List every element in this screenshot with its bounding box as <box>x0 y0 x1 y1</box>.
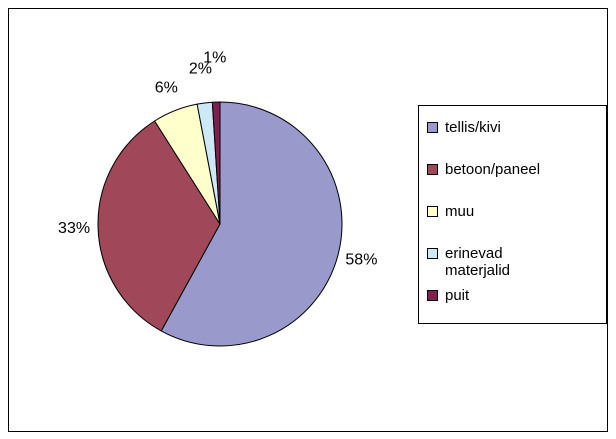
legend-swatch <box>427 248 438 259</box>
data-label: 58% <box>345 252 377 269</box>
data-label: 6% <box>155 79 178 96</box>
legend-label: puit <box>445 287 470 304</box>
legend-label: betoon/paneel <box>445 161 540 178</box>
data-label: 2% <box>189 60 212 77</box>
data-label: 1% <box>203 49 226 66</box>
pie-slice <box>160 101 343 347</box>
pie-slice <box>97 120 221 332</box>
legend-swatch <box>427 206 438 217</box>
data-label: 33% <box>58 220 90 237</box>
pie-slice <box>211 101 221 225</box>
legend-label: erinevad materjalid <box>445 245 510 279</box>
legend-swatch <box>427 290 438 301</box>
legend-label: tellis/kivi <box>445 119 501 136</box>
legend-swatch <box>427 122 438 133</box>
legend-box <box>418 105 607 324</box>
legend: tellis/kivi betoon/paneel muu erinevad mater… <box>427 119 540 304</box>
legend-label: muu <box>445 203 474 220</box>
legend-swatch <box>427 164 438 175</box>
